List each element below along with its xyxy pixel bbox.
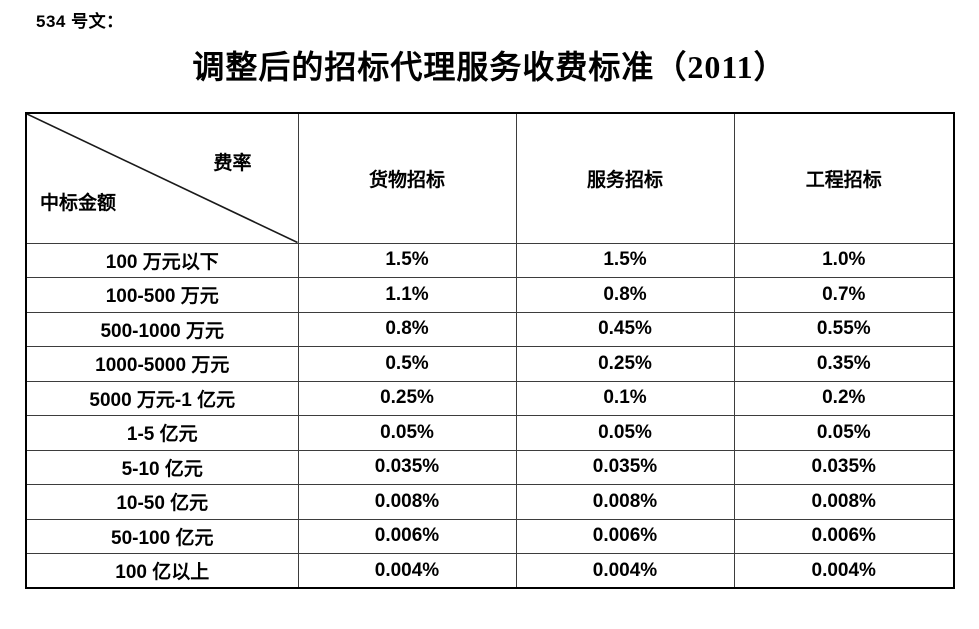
rate-value-cell: 0.45%	[515, 311, 735, 347]
rate-value-cell: 0.008%	[515, 484, 735, 520]
amount-tier-cell: 5-10 亿元	[25, 449, 299, 485]
rate-value-cell: 0.05%	[733, 415, 955, 451]
header-row: 费率 中标金额 货物招标 服务招标 工程招标	[25, 112, 955, 244]
rate-value-cell: 1.0%	[733, 242, 955, 278]
rate-value-cell: 0.8%	[515, 277, 735, 313]
table-row: 100 亿以上 0.004% 0.004% 0.004%	[25, 553, 955, 589]
rate-value-cell: 0.8%	[297, 311, 517, 347]
rate-value-cell: 0.05%	[515, 415, 735, 451]
rate-value-cell: 0.035%	[297, 449, 517, 485]
doc-number-label: 534 号文：	[36, 12, 124, 31]
rate-value-cell: 0.05%	[297, 415, 517, 451]
rate-value-cell: 0.035%	[733, 449, 955, 485]
page-title: 调整后的招标代理服务收费标准（2011）	[192, 49, 787, 85]
rate-value-cell: 1.5%	[515, 242, 735, 278]
rate-value-cell: 0.55%	[733, 311, 955, 347]
column-header-goods-bidding: 货物招标	[297, 112, 517, 244]
amount-tier-cell: 500-1000 万元	[25, 311, 299, 347]
amount-tier-cell: 5000 万元-1 亿元	[25, 380, 299, 416]
table-row: 5000 万元-1 亿元 0.25% 0.1% 0.2%	[25, 380, 955, 416]
amount-tier-cell: 50-100 亿元	[25, 518, 299, 554]
rate-value-cell: 0.1%	[515, 380, 735, 416]
corner-label-rate: 费率	[213, 153, 252, 174]
amount-tier-cell: 100 万元以下	[25, 242, 299, 278]
table-row: 1-5 亿元 0.05% 0.05% 0.05%	[25, 415, 955, 451]
corner-header-cell: 费率 中标金额	[25, 112, 299, 244]
table-row: 5-10 亿元 0.035% 0.035% 0.035%	[25, 449, 955, 485]
corner-label-amount: 中标金额	[40, 192, 117, 214]
rate-value-cell: 0.006%	[733, 518, 955, 554]
table-row: 500-1000 万元 0.8% 0.45% 0.55%	[25, 311, 955, 347]
rate-value-cell: 0.004%	[733, 553, 955, 589]
amount-tier-cell: 1-5 亿元	[25, 415, 299, 451]
column-header-engineering-bidding: 工程招标	[733, 112, 955, 244]
table-row: 50-100 亿元 0.006% 0.006% 0.006%	[25, 518, 955, 554]
table-row: 100 万元以下 1.5% 1.5% 1.0%	[25, 242, 955, 278]
rate-value-cell: 0.25%	[515, 346, 735, 382]
rate-value-cell: 0.006%	[297, 518, 517, 554]
rate-value-cell: 0.008%	[733, 484, 955, 520]
rate-value-cell: 1.5%	[297, 242, 517, 278]
rate-value-cell: 0.004%	[297, 553, 517, 589]
column-header-service-bidding: 服务招标	[515, 112, 735, 244]
table-row: 100-500 万元 1.1% 0.8% 0.7%	[25, 277, 955, 313]
rate-value-cell: 0.2%	[733, 380, 955, 416]
rate-value-cell: 0.35%	[733, 346, 955, 382]
rate-value-cell: 1.1%	[297, 277, 517, 313]
amount-tier-cell: 100 亿以上	[25, 553, 299, 589]
rate-value-cell: 0.25%	[297, 380, 517, 416]
rate-value-cell: 0.5%	[297, 346, 517, 382]
rate-value-cell: 0.7%	[733, 277, 955, 313]
fee-table: 费率 中标金额 货物招标 服务招标 工程招标 100 万元以下 1.5% 1.5% 1…	[25, 112, 955, 589]
table-body: 100 万元以下 1.5% 1.5% 1.0% 100-500 万元 1.1% 0.8% 0.…	[25, 242, 955, 589]
diagonal-divider-line	[27, 114, 298, 243]
table-row: 10-50 亿元 0.008% 0.008% 0.008%	[25, 484, 955, 520]
amount-tier-cell: 1000-5000 万元	[25, 346, 299, 382]
table-row: 1000-5000 万元 0.5% 0.25% 0.35%	[25, 346, 955, 382]
rate-value-cell: 0.008%	[297, 484, 517, 520]
rate-value-cell: 0.004%	[515, 553, 735, 589]
rate-value-cell: 0.035%	[515, 449, 735, 485]
rate-value-cell: 0.006%	[515, 518, 735, 554]
amount-tier-cell: 10-50 亿元	[25, 484, 299, 520]
amount-tier-cell: 100-500 万元	[25, 277, 299, 313]
